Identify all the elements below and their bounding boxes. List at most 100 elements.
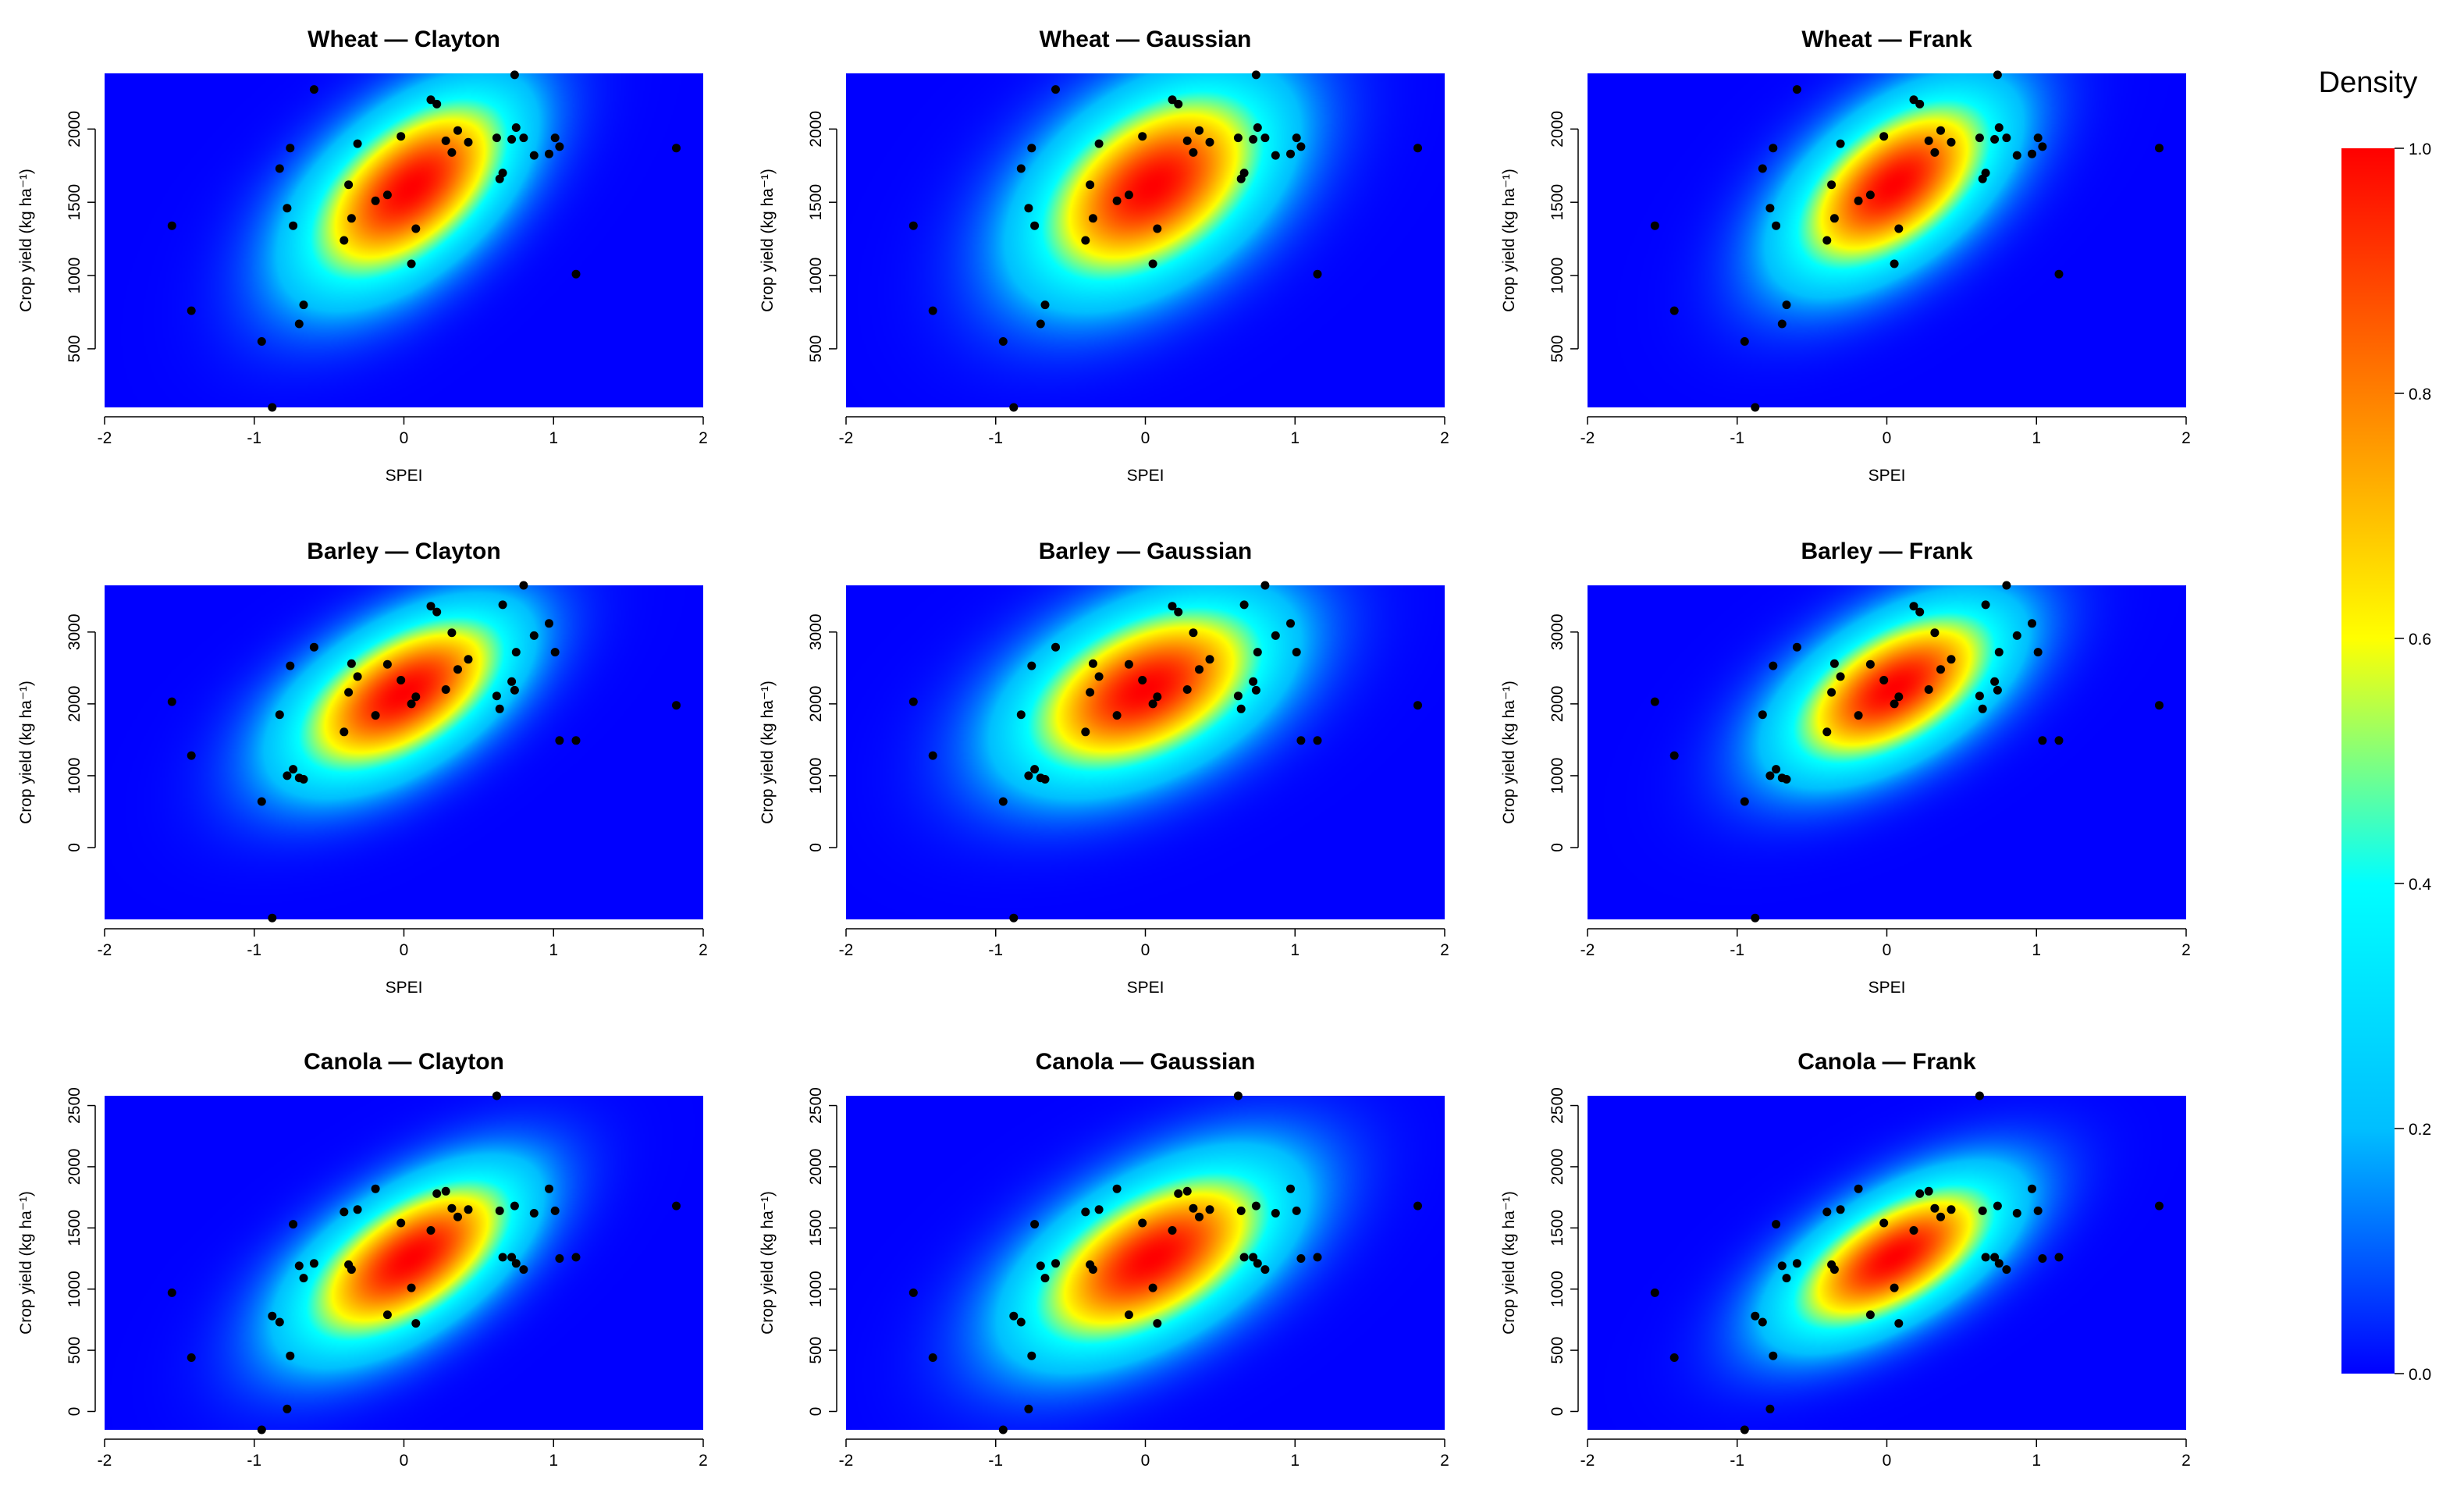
y-axis-title: Crop yield (kg ha⁻¹) <box>17 169 35 312</box>
x-tick-label: 2 <box>2181 1452 2191 1470</box>
data-point <box>289 1220 298 1229</box>
data-point <box>1251 70 1260 80</box>
data-point <box>1124 659 1133 669</box>
data-point <box>1260 581 1270 590</box>
data-point <box>1081 727 1090 737</box>
data-point <box>1153 1319 1162 1328</box>
data-point <box>2155 1201 2164 1210</box>
data-point <box>1650 697 1659 706</box>
data-point <box>371 196 380 205</box>
data-point <box>1189 1203 1198 1213</box>
x-axis-title: SPEI <box>1127 979 1164 997</box>
data-point <box>1865 659 1875 669</box>
data-point <box>1981 1253 1990 1262</box>
data-point <box>1854 711 1863 720</box>
data-point <box>1751 913 1760 923</box>
data-point <box>1088 214 1097 223</box>
data-point <box>1990 1253 2000 1262</box>
data-point <box>1740 797 1749 806</box>
x-tick-label: -2 <box>98 429 112 447</box>
data-point <box>426 602 436 611</box>
data-point <box>1829 1265 1839 1274</box>
x-tick-label: 1 <box>1290 1452 1300 1470</box>
data-point <box>447 1203 457 1213</box>
data-point <box>492 133 501 143</box>
data-point <box>1879 132 1889 141</box>
data-point <box>1286 149 1295 158</box>
data-point <box>1260 1265 1270 1274</box>
data-point <box>507 1253 517 1262</box>
panel-title: Canola — Gaussian <box>1036 1049 1256 1075</box>
y-tick-label: 0 <box>66 1407 84 1417</box>
data-point <box>1947 655 1956 664</box>
data-point <box>257 1425 266 1434</box>
data-point <box>283 1404 292 1413</box>
data-point <box>1239 1253 1249 1262</box>
data-point <box>511 1259 521 1268</box>
data-point <box>275 1317 284 1327</box>
data-point <box>1915 1189 1925 1198</box>
data-point <box>1205 1205 1214 1214</box>
data-point <box>257 797 266 806</box>
data-point <box>2155 144 2164 153</box>
y-axis-title: Crop yield (kg ha⁻¹) <box>17 1191 35 1335</box>
x-tick-label: -2 <box>1580 941 1595 959</box>
data-point <box>1947 137 1956 147</box>
data-point <box>294 1261 304 1271</box>
panel-title: Wheat — Gaussian <box>1040 27 1252 52</box>
data-point <box>299 1274 308 1283</box>
data-point <box>1865 190 1875 200</box>
x-tick-label: 1 <box>549 1452 558 1470</box>
data-point <box>1286 619 1295 628</box>
y-axis-title: Crop yield (kg ha⁻¹) <box>1500 1191 1518 1335</box>
data-point <box>1769 1351 1778 1360</box>
y-tick-label: 2500 <box>1548 1087 1566 1124</box>
data-point <box>1271 631 1280 640</box>
data-point <box>1993 70 2002 80</box>
data-point <box>1195 1212 1204 1221</box>
data-point <box>447 628 457 638</box>
data-point <box>519 133 528 143</box>
data-point <box>1758 710 1767 720</box>
panel-wheat-clayton: Wheat — Clayton -2 -1 0 1 2 SPEI 500 1000 1500 200… <box>17 27 708 485</box>
panel-barley-frank: Barley — Frank -2 -1 0 1 2 SPEI 0 1000 2000 3000 Cr… <box>1500 539 2191 997</box>
data-point <box>257 337 266 346</box>
data-point <box>441 1186 450 1196</box>
data-point <box>1233 1091 1243 1100</box>
data-point <box>498 1253 507 1262</box>
data-point <box>1413 701 1422 710</box>
data-point <box>2028 619 2036 628</box>
data-point <box>347 1265 356 1274</box>
data-point <box>2028 149 2036 158</box>
data-point <box>1313 1253 1322 1262</box>
data-point <box>928 1353 937 1362</box>
data-point <box>1051 1259 1060 1268</box>
data-point <box>1138 676 1147 684</box>
data-point <box>928 306 937 315</box>
x-tick-label: -1 <box>988 1452 1003 1470</box>
data-point <box>1249 677 1258 686</box>
data-point <box>1993 685 2002 695</box>
data-point <box>1236 1206 1246 1215</box>
x-tick-label: 0 <box>1883 429 1892 447</box>
data-point <box>1890 259 1899 268</box>
data-point <box>1313 269 1322 279</box>
data-point <box>998 337 1008 346</box>
data-point <box>1827 688 1836 697</box>
data-point <box>1024 204 1033 213</box>
data-point <box>1239 600 1249 610</box>
data-point <box>1669 751 1679 760</box>
data-point <box>1296 736 1306 745</box>
data-point <box>1036 1261 1045 1271</box>
data-point <box>1016 710 1026 720</box>
data-point <box>1030 1220 1040 1229</box>
data-point <box>498 600 507 610</box>
data-point <box>1296 142 1306 151</box>
data-point <box>1094 672 1104 681</box>
data-point <box>2028 1184 2036 1193</box>
data-point <box>2155 701 2164 710</box>
x-tick-label: 1 <box>1290 429 1300 447</box>
x-tick-label: -1 <box>988 429 1003 447</box>
data-point <box>1669 306 1679 315</box>
legend-tick-label: 0.4 <box>2409 876 2432 894</box>
